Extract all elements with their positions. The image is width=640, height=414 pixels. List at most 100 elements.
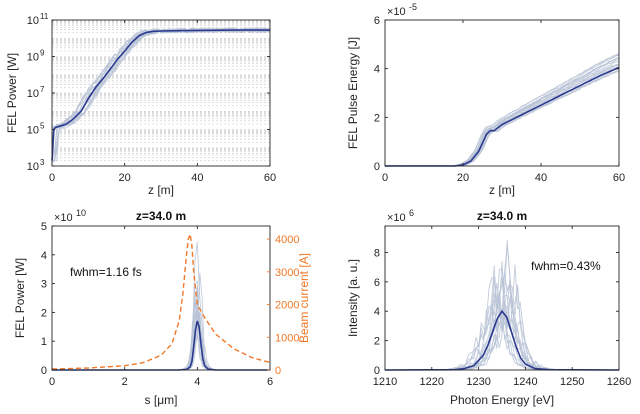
y-tick-label: 10	[27, 15, 39, 27]
shot-line	[52, 307, 270, 371]
y-exponent: ×10 6	[387, 208, 414, 224]
mean-line	[385, 66, 620, 167]
y-tick-label: 2	[41, 307, 47, 319]
shot-line	[385, 57, 620, 167]
x-tick-label: 60	[264, 172, 276, 184]
shot-line	[52, 272, 270, 371]
mean-line	[51, 29, 270, 161]
y-axis-label-right: Beam current [A]	[297, 253, 311, 343]
y-tick-exponent: 5	[40, 122, 45, 131]
x-tick-label: 1240	[513, 376, 537, 388]
shot-line	[384, 276, 619, 371]
axes-box	[384, 19, 620, 167]
shot-line	[385, 302, 619, 371]
shot-line	[51, 27, 271, 130]
mean-line	[52, 320, 270, 371]
x-tick-label: 1250	[560, 376, 584, 388]
panel-title: z=34.0 m	[477, 209, 527, 223]
x-axis-label: Photon Energy [eV]	[450, 393, 554, 407]
x-tick-label: 40	[535, 172, 547, 184]
svg-text:6: 6	[409, 208, 414, 218]
y-tick-label: 2	[374, 112, 380, 124]
x-tick-label: 1220	[420, 376, 444, 388]
y-tick-exponent: 9	[40, 49, 45, 58]
svg-text:×10: ×10	[387, 6, 406, 18]
shot-line	[52, 279, 270, 371]
x-tick-label: 1210	[373, 376, 397, 388]
panel-pulse-energy-vs-z: 0 20 40 60 0 2 4 6 ×10 -5 z [m] FEL Pulse Ener…	[346, 2, 625, 197]
svg-text:×10: ×10	[54, 212, 73, 224]
y-tick-label: 0	[374, 365, 380, 377]
y-tick-exponent: 3	[40, 158, 45, 167]
y-tick-label: 4	[374, 306, 380, 318]
y-tick-exponent: 7	[40, 85, 45, 94]
shot-line	[384, 64, 620, 167]
panel-spectrum: 1210 1220 1230 1240 1250 1260 0 2 4 6 8 ×10 6 z=3…	[346, 208, 631, 407]
x-axis-label: s [μm]	[145, 393, 178, 407]
shot-line	[52, 333, 270, 371]
shot-line	[384, 277, 619, 371]
y-tick-label: 8	[374, 247, 380, 259]
x-tick-label: 20	[457, 172, 469, 184]
shot-line	[52, 287, 270, 371]
y-tick-label: 0	[374, 161, 380, 173]
x-tick-label: 20	[119, 172, 131, 184]
x-tick-label: 60	[613, 172, 625, 184]
mean-line	[384, 309, 620, 371]
y-tick-label: 6	[374, 15, 380, 27]
y-tick-label: 0	[41, 365, 47, 377]
shot-line	[52, 301, 270, 371]
axes-box	[51, 225, 271, 371]
y-exponent: ×10 -5	[387, 2, 417, 18]
y-right-tick-label: 3000	[275, 267, 299, 279]
x-tick-label: 4	[194, 376, 200, 388]
svg-text:×10: ×10	[387, 212, 406, 224]
y-tick-label: 10	[27, 161, 39, 173]
shot-line	[385, 277, 619, 371]
y-axis-label: FEL Power [W]	[5, 53, 19, 133]
x-tick-label: 0	[382, 172, 388, 184]
x-tick-label: 1230	[466, 376, 490, 388]
y-exponent: ×10 10	[54, 208, 86, 224]
shot-line	[52, 311, 270, 371]
y-right-tick-label: 1000	[275, 332, 299, 344]
fwhm-annotation: fwhm=0.43%	[531, 259, 601, 273]
y-axis-label: FEL Pulse Energy [J]	[346, 37, 360, 149]
y-tick-label: 10	[27, 52, 39, 64]
x-tick-label: 1260	[607, 376, 631, 388]
shot-line	[385, 274, 619, 371]
y-tick-label: 4	[41, 250, 47, 262]
shot-line	[52, 286, 270, 371]
y-tick-label: 10	[27, 88, 39, 100]
shot-line	[384, 66, 620, 167]
svg-text:-5: -5	[409, 2, 417, 12]
panel-title: z=34.0 m	[136, 209, 186, 223]
y-tick-label: 10	[27, 125, 39, 137]
shot-line	[52, 295, 270, 371]
x-tick-label: 40	[191, 172, 203, 184]
x-tick-label: 6	[267, 376, 273, 388]
svg-text:10: 10	[76, 208, 86, 218]
x-axis-label: z [m]	[489, 183, 515, 197]
x-tick-label: 0	[49, 376, 55, 388]
fwhm-annotation: fwhm=1.16 fs	[70, 265, 142, 279]
panel-power-profile: 0 2 4 6 0 1 2 3 4 5 0 1000 2000 3000 4000 ×10 10 z=3…	[13, 208, 311, 407]
y-tick-label: 3	[41, 279, 47, 291]
shot-line	[384, 52, 620, 167]
y-right-tick-label: 2000	[275, 300, 299, 312]
shot-line	[52, 313, 270, 371]
y-right-tick-label: 4000	[275, 234, 299, 246]
y-tick-exponent: 11	[40, 12, 49, 21]
x-tick-label: 2	[122, 376, 128, 388]
shot-line	[52, 306, 270, 371]
y-axis-label: Intensity [a. u.]	[346, 259, 360, 337]
y-tick-label: 5	[41, 221, 47, 233]
x-tick-label: 0	[49, 172, 55, 184]
y-tick-label: 6	[374, 277, 380, 289]
y-right-tick-label: 0	[275, 365, 281, 377]
axes-box	[384, 225, 620, 371]
beam-current-line	[51, 231, 271, 370]
y-tick-label: 2	[374, 336, 380, 348]
